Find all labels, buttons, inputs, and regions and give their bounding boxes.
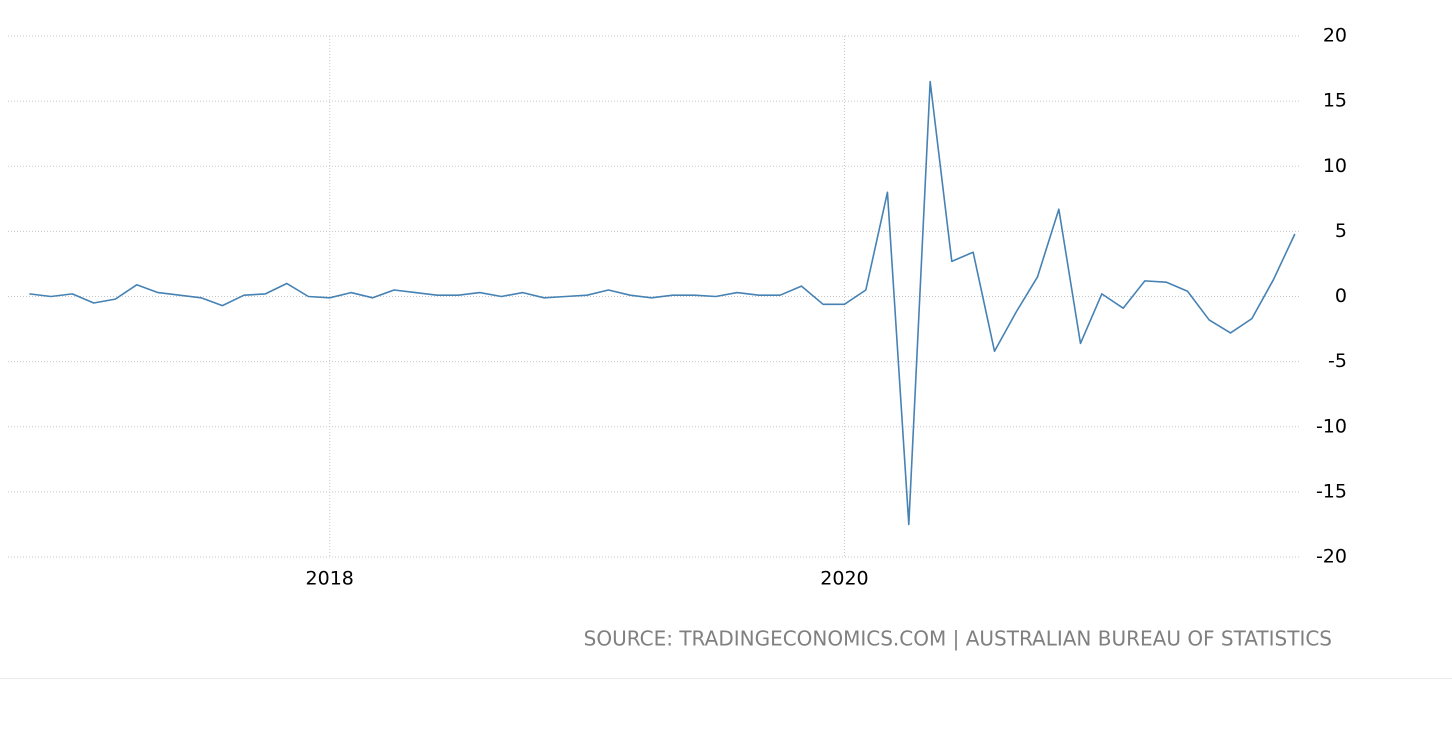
y-tick-label: -10 (1316, 415, 1347, 437)
x-tick-label: 2018 (306, 568, 354, 590)
y-tick-label: -15 (1316, 480, 1347, 502)
y-tick-label: 5 (1335, 220, 1347, 242)
line (29, 80, 1296, 526)
y-tick-label: -20 (1316, 546, 1347, 568)
y-tick-label: 0 (1335, 285, 1347, 307)
y-tick-label: 20 (1323, 25, 1347, 47)
y-tick-label: 15 (1323, 90, 1347, 112)
source: SOURCE: TRADINGECONOMICS.COM | AUSTRALIA… (584, 627, 1332, 651)
x-tick-label: 2020 (820, 568, 868, 590)
y-tick-label: 10 (1323, 155, 1347, 177)
y-tick-label: -5 (1328, 350, 1347, 372)
